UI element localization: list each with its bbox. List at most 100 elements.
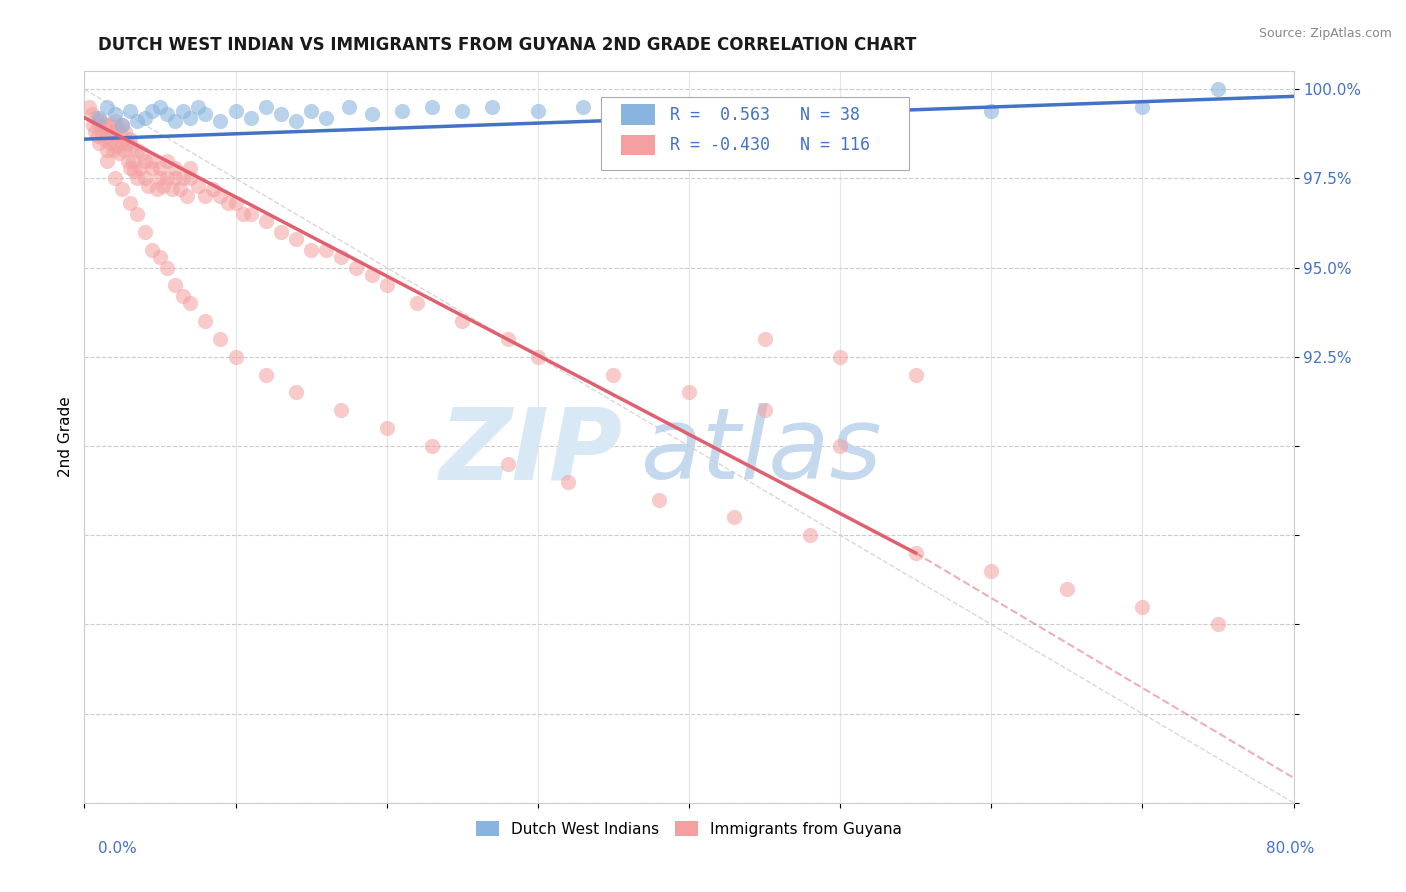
Point [149,100,172,114]
Point [87,128,110,143]
Point [315,111,337,125]
Point [830,439,852,453]
Point [254,100,277,114]
Point [156,171,179,186]
Point [496,457,519,471]
Point [96,100,118,114]
Point [118,132,141,146]
Point [285,114,308,128]
Point [108,146,131,161]
Point [830,350,852,364]
Point [115,136,138,150]
Point [451,314,474,328]
Point [86,111,108,125]
Point [187,100,209,114]
Point [209,114,232,128]
Point [225,196,247,211]
Point [527,350,550,364]
Point [375,278,398,293]
Point [127,114,149,128]
Point [617,103,640,118]
Point [254,368,277,382]
Point [225,103,247,118]
FancyBboxPatch shape [621,135,655,155]
Point [104,128,127,143]
Point [134,171,156,186]
Point [375,421,398,435]
Point [111,136,134,150]
Point [134,111,156,125]
Point [723,510,745,524]
Point [179,111,201,125]
Point [141,243,163,257]
Point [754,403,776,417]
Point [141,161,163,175]
Point [754,332,776,346]
Point [107,121,129,136]
Text: 80.0%: 80.0% [1267,841,1315,856]
Point [120,139,142,153]
Point [194,189,217,203]
Point [134,153,156,168]
Point [165,161,187,175]
Point [156,260,179,275]
Point [1056,582,1078,596]
Point [299,243,322,257]
Point [114,125,136,139]
Point [141,103,163,118]
Point [110,128,132,143]
Point [1132,100,1154,114]
Point [1206,82,1229,96]
Point [678,100,700,114]
Text: ZIP: ZIP [440,403,623,500]
Point [149,171,172,186]
Y-axis label: 2nd Grade: 2nd Grade [58,397,73,477]
Point [420,439,443,453]
Point [176,189,198,203]
Point [225,350,247,364]
Point [149,161,172,175]
Point [254,214,277,228]
Point [799,528,821,542]
Point [156,107,179,121]
Text: 0.0%: 0.0% [98,841,138,856]
Point [232,207,254,221]
Point [84,125,107,139]
Point [406,296,429,310]
Point [337,100,360,114]
Point [165,171,187,186]
Point [420,100,443,114]
Point [111,118,134,132]
Point [93,132,115,146]
Point [152,178,174,193]
Point [346,260,368,275]
Point [105,139,128,153]
Point [100,125,122,139]
Point [209,332,232,346]
Point [172,289,194,303]
Point [391,103,413,118]
Point [127,143,149,157]
Point [134,225,156,239]
Text: DUTCH WEST INDIAN VS IMMIGRANTS FROM GUYANA 2ND GRADE CORRELATION CHART: DUTCH WEST INDIAN VS IMMIGRANTS FROM GUY… [98,36,917,54]
Point [129,161,152,175]
Point [270,107,292,121]
Point [1132,599,1154,614]
Point [360,268,382,282]
FancyBboxPatch shape [600,97,910,170]
FancyBboxPatch shape [621,104,655,125]
Point [111,182,134,196]
Point [1206,617,1229,632]
Point [96,128,118,143]
Point [117,153,139,168]
Point [127,207,149,221]
Point [179,161,201,175]
Point [330,403,353,417]
Point [149,250,172,264]
Point [98,136,121,150]
Text: Source: ZipAtlas.com: Source: ZipAtlas.com [1258,27,1392,40]
Point [904,368,927,382]
Point [451,103,474,118]
Point [830,100,852,114]
Point [146,182,169,196]
